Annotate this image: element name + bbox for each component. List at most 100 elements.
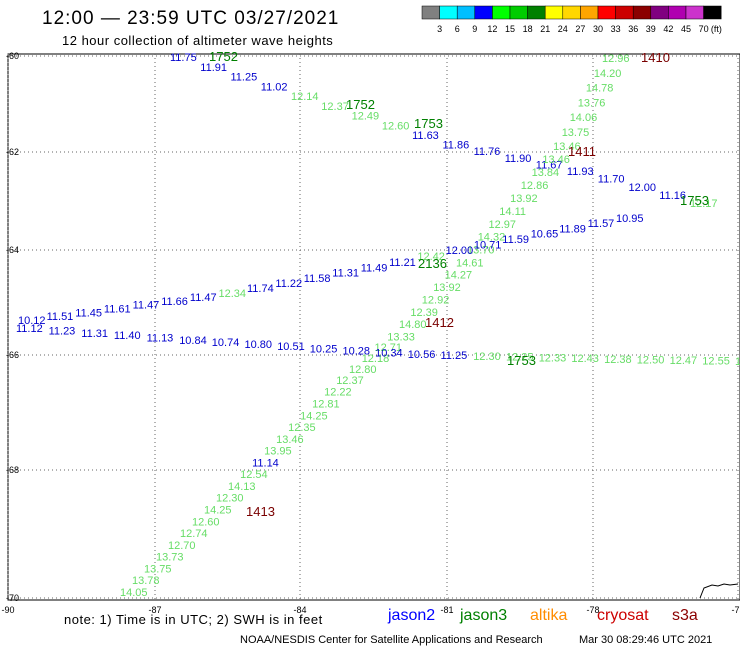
wave-height-label: 12.34 <box>219 288 247 300</box>
wave-height-label: 13.92 <box>510 193 538 205</box>
colorbar-label: 27 <box>575 24 585 34</box>
wave-height-label: 13.73 <box>156 552 184 564</box>
wave-height-label: 10.95 <box>616 213 644 225</box>
wave-height-label: 13.78 <box>132 575 160 587</box>
page-subtitle: 12 hour collection of altimeter wave hei… <box>62 33 334 48</box>
legend-altika: altika <box>530 607 568 624</box>
wave-height-label: 11.89 <box>559 223 586 235</box>
wave-height-label: 12.61 <box>735 356 740 368</box>
wave-height-label: 10.56 <box>408 349 436 361</box>
wave-height-label: 11.67 <box>536 160 563 172</box>
wave-height-label: 11.45 <box>75 307 102 319</box>
wave-height-label: 13.76 <box>578 97 606 109</box>
wave-height-label: 12.17 <box>690 198 718 210</box>
wave-height-label: 12.35 <box>288 422 316 434</box>
page-title: 12:00 — 23:59 UTC 03/27/2021 <box>42 8 340 29</box>
wave-height-label: 11.25 <box>231 72 258 84</box>
colorbar-label: 6 <box>455 24 460 34</box>
wave-height-label: 12.14 <box>291 91 319 103</box>
legend-cryosat: cryosat <box>597 607 649 624</box>
wave-height-label: 11.02 <box>261 81 288 93</box>
pass-id-label: 1752 <box>209 49 238 64</box>
wave-height-label: 10.34 <box>375 347 403 359</box>
wave-height-label: 14.78 <box>586 83 614 95</box>
wave-height-label: 10.28 <box>343 345 371 357</box>
map-frame <box>7 53 740 601</box>
wave-height-label: 13.70 <box>467 245 495 257</box>
colorbar-label: 33 <box>611 24 621 34</box>
latitude-label: -62 <box>6 147 19 157</box>
wave-height-label: 13.46 <box>276 434 304 446</box>
wave-height-label: 12.30 <box>473 351 501 363</box>
pass-id-label: 1753 <box>680 193 709 208</box>
wave-height-label: 12.42 <box>417 251 445 263</box>
colorbar-label: 45 <box>681 24 691 34</box>
wave-height-label: 13.92 <box>433 282 461 294</box>
units-note: note: 1) Time is in UTC; 2) SWH is in fe… <box>64 612 323 627</box>
wave-height-label: 11.57 <box>588 218 615 230</box>
pass-id-label: 1411 <box>568 144 596 159</box>
colorbar-label: 36 <box>628 24 638 34</box>
longitude-label: -81 <box>440 605 453 615</box>
wave-height-label: 14.05 <box>120 587 148 599</box>
wave-height-label: 13.95 <box>264 446 292 458</box>
pass-id-label: 1752 <box>346 97 375 112</box>
wave-height-label: 14.80 <box>399 319 427 331</box>
wave-height-label: 10.74 <box>212 337 240 349</box>
colorbar-swatch <box>703 5 722 20</box>
wave-height-label: 11.70 <box>598 174 625 186</box>
wave-height-label: 14.11 <box>499 206 526 218</box>
pass-id-label: 1753 <box>414 116 443 131</box>
wave-height-label: 12.54 <box>240 469 268 481</box>
wave-height-label: 10.84 <box>179 335 207 347</box>
longitude-label: -87 <box>148 605 161 615</box>
wave-height-label: 14.27 <box>445 270 473 282</box>
wave-height-label: 13.84 <box>532 167 560 179</box>
footer-timestamp: Mar 30 08:29:46 UTC 2021 <box>579 634 713 646</box>
wave-height-label: 12.74 <box>180 528 208 540</box>
wave-height-label: 12.00 <box>446 245 474 257</box>
wave-height-label: 10.12 <box>18 315 46 327</box>
wave-height-label: 11.51 <box>47 311 74 323</box>
wave-height-label: 11.13 <box>147 333 174 345</box>
wave-height-label: 11.86 <box>443 140 470 152</box>
wave-height-label: 13.75 <box>562 127 590 139</box>
wave-height-label: 14.25 <box>300 410 328 422</box>
wave-height-label: 11.40 <box>114 330 141 342</box>
wave-height-label: 14.25 <box>204 505 232 517</box>
wave-height-label: 12.00 <box>629 182 657 194</box>
colorbar-label: 30 <box>593 24 603 34</box>
wave-height-label: 12.97 <box>489 219 517 231</box>
wave-height-label: 10.51 <box>277 341 305 353</box>
wave-height-label: 11.47 <box>190 292 217 304</box>
wave-height-label: 14.32 <box>478 232 506 244</box>
wave-height-label: 11.61 <box>104 304 131 316</box>
colorbar-label: 24 <box>558 24 568 34</box>
wave-height-label: 12.80 <box>349 364 377 376</box>
wave-height-label: 12.22 <box>324 387 352 399</box>
pass-id-label: 1753 <box>507 353 536 368</box>
longitude-label: -75 <box>731 605 740 615</box>
wave-height-label: 11.66 <box>161 296 188 308</box>
wave-height-label: 10.71 <box>474 239 502 251</box>
wave-height-label: 11.21 <box>389 257 416 269</box>
pass-id-label: 1410 <box>641 50 670 65</box>
wave-height-label: 11.74 <box>247 283 274 295</box>
wave-height-label: 11.76 <box>474 146 501 158</box>
latitude-label: -68 <box>6 465 19 475</box>
wave-height-label: 12.39 <box>410 307 438 319</box>
wave-height-label: 11.12 <box>16 323 43 335</box>
wave-height-label: 12.96 <box>602 53 630 65</box>
colorbar-label: 12 <box>487 24 497 34</box>
wave-height-label: 14.20 <box>594 68 622 80</box>
wave-height-label: 12.92 <box>422 295 450 307</box>
pass-id-label: 1413 <box>246 504 275 519</box>
wave-height-label: 11.58 <box>304 273 331 285</box>
wave-height-label: 14.06 <box>570 112 598 124</box>
wave-height-label: 12.50 <box>637 354 665 366</box>
wave-height-label: 12.30 <box>216 493 244 505</box>
wave-height-label: 11.23 <box>49 325 76 337</box>
latitude-label: -70 <box>6 593 19 603</box>
wave-height-label: 11.93 <box>567 166 594 178</box>
